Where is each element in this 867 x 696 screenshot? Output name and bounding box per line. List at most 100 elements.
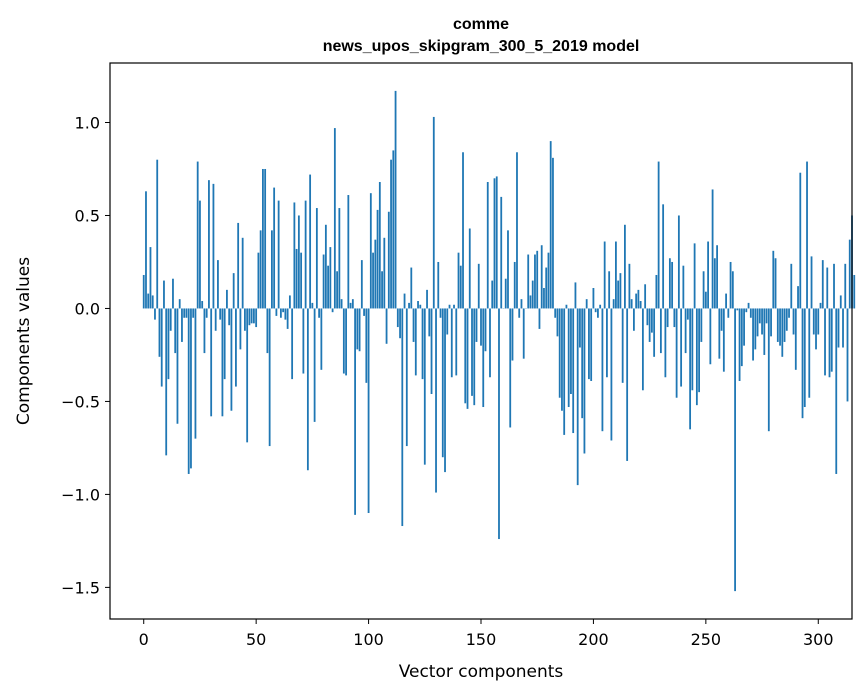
bar-component-200 (592, 288, 595, 309)
bar-component-284 (781, 308, 784, 357)
bar-component-199 (590, 308, 593, 381)
bar-component-212 (619, 273, 622, 309)
bar-component-306 (830, 308, 833, 372)
bar-component-225 (648, 308, 651, 342)
bar-component-218 (633, 308, 635, 331)
bar-component-243 (689, 308, 692, 430)
bar-component-174 (534, 254, 536, 309)
bar-component-156 (493, 178, 496, 309)
bar-component-62 (282, 308, 285, 313)
bar-component-279 (770, 308, 772, 337)
bar-component-67 (293, 202, 296, 309)
bar-component-191 (572, 308, 575, 434)
bar-component-179 (545, 267, 548, 309)
plot-frame (109, 62, 853, 620)
bar-component-37 (226, 289, 228, 309)
bar-component-251 (707, 241, 709, 309)
bar-component-265 (738, 308, 741, 381)
bar-component-72 (304, 200, 307, 309)
bar-component-96 (358, 308, 361, 352)
bar-component-234 (668, 258, 671, 309)
bar-component-8 (160, 308, 163, 387)
bar-component-203 (599, 304, 602, 309)
bar-component-133 (441, 308, 444, 458)
bar-component-35 (221, 308, 224, 417)
bar-component-255 (716, 245, 718, 309)
bar-component-310 (839, 295, 842, 309)
bar-component-61 (279, 308, 282, 318)
bar-component-125 (423, 308, 426, 465)
bar-component-25 (199, 200, 201, 309)
bar-component-162 (507, 230, 509, 309)
bar-component-16 (178, 299, 181, 309)
bar-component-78 (318, 308, 321, 318)
bar-component-309 (837, 308, 840, 348)
bar-component-173 (531, 280, 534, 309)
bar-component-7 (158, 308, 161, 357)
bar-component-146 (471, 308, 473, 396)
bar-component-48 (250, 308, 253, 324)
bar-component-43 (239, 308, 242, 350)
bar-component-281 (774, 258, 777, 309)
bar-component-31 (212, 183, 215, 309)
bar-component-180 (547, 252, 550, 309)
bar-component-83 (329, 247, 332, 309)
bar-component-149 (477, 263, 480, 309)
bar-component-226 (650, 308, 653, 333)
bar-component-1 (145, 191, 147, 309)
bar-component-297 (810, 256, 813, 309)
bar-component-54 (264, 168, 267, 309)
bar-component-44 (241, 237, 244, 309)
bar-component-59 (275, 308, 278, 316)
bar-component-51 (257, 252, 260, 309)
bar-component-135 (446, 308, 449, 335)
bar-component-97 (360, 260, 363, 309)
bar-component-40 (232, 273, 235, 309)
bar-component-216 (628, 263, 631, 309)
bar-component-34 (219, 308, 222, 320)
bar-component-80 (322, 254, 325, 309)
bar-component-137 (450, 308, 453, 378)
bar-component-266 (740, 308, 743, 367)
bar-component-150 (480, 308, 482, 346)
bar-component-142 (462, 152, 464, 309)
bar-component-270 (749, 308, 752, 318)
y-axis-label: Components values (14, 257, 34, 425)
bar-component-276 (763, 308, 766, 355)
bar-component-141 (459, 265, 462, 309)
bar-component-77 (315, 208, 318, 309)
bar-component-139 (455, 308, 458, 376)
bar-component-228 (655, 274, 658, 309)
x-tick-label: 250 (691, 630, 722, 649)
bar-component-65 (288, 295, 291, 309)
bar-component-249 (702, 271, 705, 309)
y-tick-label: 1.0 (75, 114, 100, 133)
bar-component-294 (803, 308, 806, 408)
bar-component-271 (752, 308, 754, 361)
bar-component-98 (363, 308, 365, 316)
bar-component-169 (522, 308, 525, 359)
bar-component-193 (576, 308, 579, 486)
bar-component-171 (527, 254, 530, 309)
bar-component-210 (615, 241, 617, 309)
bar-component-30 (210, 308, 213, 417)
bar-component-185 (558, 308, 561, 398)
chart-subtitle: news_upos_skipgram_300_5_2019 model (323, 38, 640, 55)
bar-component-33 (217, 260, 219, 309)
bar-component-140 (457, 252, 460, 309)
bar-component-5 (154, 308, 156, 320)
bar-component-36 (223, 308, 226, 380)
bar-component-124 (421, 308, 424, 380)
bar-component-208 (610, 308, 613, 441)
bar-component-105 (378, 182, 381, 309)
bar-component-81 (324, 224, 327, 309)
bar-component-227 (653, 308, 656, 357)
bar-component-176 (538, 308, 541, 329)
bar-component-90 (345, 308, 347, 376)
bar-component-262 (731, 271, 734, 309)
chart-title: comme (453, 16, 509, 33)
bar-component-295 (806, 161, 808, 309)
bar-component-85 (333, 128, 336, 309)
bar-component-115 (401, 308, 404, 527)
